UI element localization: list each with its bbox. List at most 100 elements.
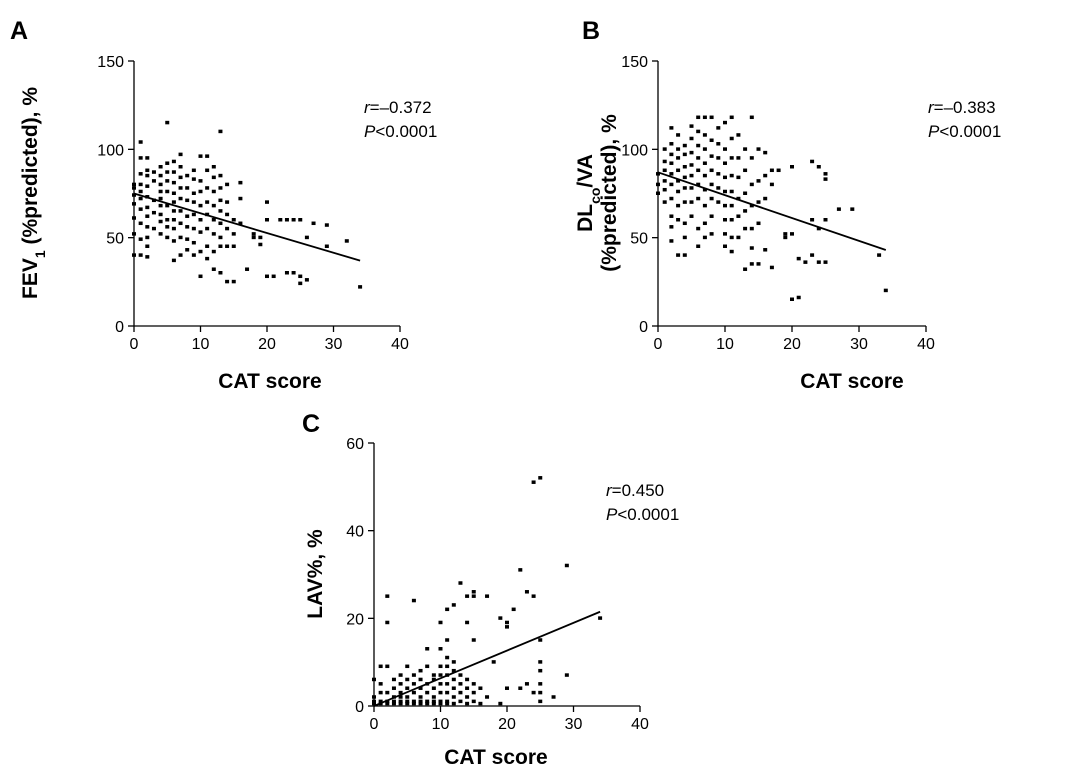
panel-c-data-point	[491, 660, 496, 664]
panel-b-data-point	[883, 288, 888, 293]
panel-a-data-point	[151, 226, 156, 231]
panel-c-y-axis-title: LAV%, %	[304, 529, 327, 619]
panel-c-data-point	[405, 677, 410, 682]
panel-label-b: B	[582, 17, 600, 45]
panel-b-data-point	[743, 168, 748, 173]
panel-c-data-point	[471, 699, 476, 704]
panel-a-data-point	[158, 219, 163, 224]
panel-b-data-point	[676, 156, 681, 160]
panel-c-data-point	[465, 686, 470, 690]
panel-b-data-point	[729, 203, 734, 208]
panel-a-data-point	[171, 226, 176, 231]
panel-b-r-symbol: r	[928, 98, 935, 117]
panel-b-data-point	[669, 214, 674, 218]
panel-a-data-point	[171, 191, 176, 195]
panel-c-x-tick-label: 40	[631, 716, 649, 733]
panel-b-data-point	[696, 182, 701, 187]
panel-a-data-point	[178, 235, 183, 240]
panel-c-data-point	[505, 686, 509, 690]
panel-b-data-point	[763, 150, 768, 155]
panel-a-data-point	[165, 179, 170, 183]
panel-c-data-point	[438, 620, 443, 625]
panel-c-data-point	[372, 677, 376, 682]
panel-a-data-point	[205, 154, 210, 158]
panel-c-data-point	[471, 594, 476, 598]
panel-b-data-point	[669, 196, 674, 201]
panel-a-data-point	[225, 200, 230, 204]
panel-c-data-point	[411, 673, 416, 677]
panel-a-data-point	[185, 173, 190, 178]
panel-a-data-point	[211, 218, 216, 222]
panel-a-y-tick-label: 100	[97, 142, 124, 159]
panel-b-data-point	[769, 182, 774, 187]
panel-a-data-point	[138, 140, 143, 144]
panel-a-data-point	[205, 226, 210, 231]
panel-c-data-point	[411, 699, 416, 704]
panel-a-data-point	[258, 235, 263, 240]
panel-a-data-point	[231, 279, 236, 284]
panel-a-data-point	[304, 235, 309, 240]
panel-a-data-point	[311, 221, 316, 226]
panel-b-data-point	[662, 187, 667, 192]
panel-b-data-point	[709, 182, 714, 187]
panel-b-r-stat: r=–0.383	[928, 98, 996, 117]
panel-a-data-point	[231, 218, 236, 222]
panel-b-data-point	[823, 218, 828, 222]
panel-b-data-point	[756, 262, 761, 266]
panel-b-y-tick-label: 0	[639, 319, 648, 336]
panel-b-data-point	[676, 203, 681, 208]
panel-a-data-point	[218, 235, 223, 240]
panel-c-data-point	[391, 677, 396, 682]
panel-a-data-point	[138, 172, 143, 176]
panel-c-data-point	[398, 695, 403, 699]
panel-a-p-stat: P<0.0001	[364, 122, 437, 141]
panel-b-data-point	[723, 147, 727, 151]
panel-a-data-point	[145, 235, 150, 240]
panel-a-data-point	[218, 209, 223, 213]
panel-b-data-point	[790, 297, 794, 301]
panel-b-data-point	[816, 165, 821, 169]
panel-b-data-point	[662, 168, 667, 173]
panel-c-data-point	[378, 699, 383, 704]
panel-c-data-point	[538, 660, 543, 664]
panel-a-data-point	[138, 221, 143, 226]
panel-a-data-point	[138, 196, 143, 201]
panel-a-data-point	[145, 156, 150, 160]
panel-c-y-tick-label: 20	[346, 611, 364, 628]
panel-a-data-point	[158, 189, 163, 194]
panel-c-data-point	[531, 690, 536, 695]
panel-c-data-point	[451, 686, 456, 690]
panel-b-data-point	[729, 189, 734, 194]
panel-b-data-point	[689, 150, 694, 155]
panel-a-data-point	[145, 173, 150, 178]
panel-b-data-point	[723, 203, 727, 208]
panel-b-data-point	[682, 143, 687, 148]
panel-c-data-point	[598, 616, 603, 620]
panel-a-data-point	[265, 218, 269, 222]
panel-c-data-point	[538, 690, 543, 695]
panel-a-data-point	[218, 129, 223, 134]
panel-c-data-point	[458, 699, 463, 704]
panel-c-data-point	[471, 682, 476, 686]
panel-b-data-point	[689, 214, 694, 218]
panel-b-data-point	[816, 260, 821, 264]
panel-a-data-point	[165, 235, 170, 240]
panel-c-data-point	[445, 690, 450, 695]
panel-a-data-point	[171, 200, 176, 204]
panel-c-regression-line	[373, 610, 601, 707]
panel-a-data-point	[238, 180, 243, 185]
panel-c-y-tick-label: 60	[346, 436, 364, 453]
panel-b-data-point	[709, 154, 714, 158]
panel-a-data-point	[191, 191, 196, 195]
panel-a-data-point	[205, 168, 210, 173]
panel-a-data-point	[198, 230, 203, 234]
panel-b-p-value: <0.0001	[939, 122, 1001, 141]
panel-c-data-point	[438, 673, 443, 677]
panel-a-data-point	[205, 200, 210, 204]
panel-c-data-point	[372, 695, 376, 699]
panel-c-data-point	[465, 677, 470, 682]
panel-b-data-point	[749, 156, 754, 160]
panel-b-data-point	[756, 179, 761, 183]
panel-c-data-point	[465, 594, 470, 598]
panel-b-data-point	[723, 244, 727, 248]
